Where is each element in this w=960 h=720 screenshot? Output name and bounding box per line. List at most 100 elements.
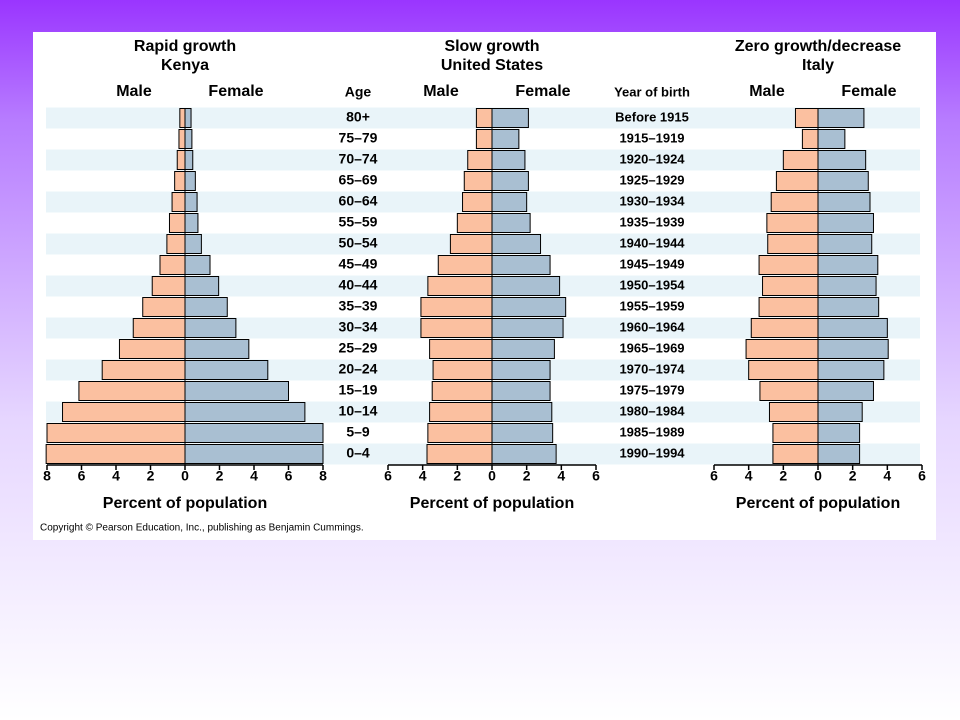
x-tick-label: 4 xyxy=(745,468,753,484)
birth-label: 1925–1929 xyxy=(619,172,684,187)
legend-label: Male xyxy=(423,83,459,100)
bar xyxy=(118,339,186,359)
legend-label: Female xyxy=(208,83,263,100)
bar xyxy=(159,255,186,275)
x-axis-label: Percent of population xyxy=(410,495,574,512)
bar xyxy=(184,255,211,275)
bar xyxy=(748,360,819,380)
bar xyxy=(817,108,865,128)
bar xyxy=(475,129,493,149)
bar xyxy=(168,213,186,233)
bar xyxy=(432,360,493,380)
bar xyxy=(45,444,186,464)
bar xyxy=(171,192,186,212)
bar xyxy=(770,192,819,212)
age-label: 60–64 xyxy=(339,193,378,209)
bar xyxy=(427,276,493,296)
age-label: 70–74 xyxy=(339,151,378,167)
birth-label: 1920–1924 xyxy=(619,151,685,166)
x-tick-label: 4 xyxy=(883,468,891,484)
bar xyxy=(745,339,819,359)
bar xyxy=(758,255,819,275)
bar xyxy=(429,402,493,422)
birth-label: Before 1915 xyxy=(615,109,689,124)
bar xyxy=(491,171,529,191)
bar xyxy=(775,171,819,191)
bar xyxy=(767,234,819,254)
chart-title: Zero growth/decrease xyxy=(735,38,901,55)
birth-label: 1985–1989 xyxy=(619,424,684,439)
x-tick-label: 0 xyxy=(488,468,496,484)
bar xyxy=(184,108,192,128)
bar xyxy=(794,108,819,128)
age-label: 45–49 xyxy=(339,256,378,272)
copyright: Copyright © Pearson Education, Inc., pub… xyxy=(40,523,364,534)
bar xyxy=(801,129,819,149)
bar xyxy=(772,423,819,443)
bar xyxy=(132,318,186,338)
bar xyxy=(817,444,861,464)
legend-label: Female xyxy=(515,83,570,100)
bar xyxy=(491,402,553,422)
birth-label: 1990–1994 xyxy=(619,445,685,460)
bar xyxy=(456,213,493,233)
bar xyxy=(817,129,846,149)
bar xyxy=(184,402,306,422)
x-tick-label: 2 xyxy=(147,468,155,484)
x-tick-label: 6 xyxy=(78,468,86,484)
x-axis-label: Percent of population xyxy=(103,495,267,512)
age-label: 35–39 xyxy=(339,298,378,314)
bar xyxy=(184,297,228,317)
bar xyxy=(462,192,493,212)
x-tick-label: 4 xyxy=(419,468,427,484)
bar xyxy=(142,297,186,317)
x-tick-label: 4 xyxy=(557,468,565,484)
age-label: Age xyxy=(345,84,372,100)
bar xyxy=(429,339,493,359)
bar xyxy=(491,339,555,359)
age-label: 20–24 xyxy=(339,361,378,377)
bar xyxy=(817,297,880,317)
chart-title: Slow growth xyxy=(444,38,539,55)
birth-label: 1935–1939 xyxy=(619,214,684,229)
age-label: 40–44 xyxy=(339,277,378,293)
birth-label: 1945–1949 xyxy=(619,256,684,271)
bar xyxy=(426,444,493,464)
legend-label: Male xyxy=(749,83,785,100)
age-label: 50–54 xyxy=(339,235,378,251)
bar xyxy=(437,255,493,275)
legend-label: Male xyxy=(116,83,152,100)
bar xyxy=(817,360,885,380)
x-tick-label: 6 xyxy=(710,468,718,484)
birth-label: 1915–1919 xyxy=(619,130,684,145)
bar xyxy=(46,423,186,443)
birth-label: 1940–1944 xyxy=(619,235,685,250)
bar xyxy=(762,276,819,296)
x-tick-label: 6 xyxy=(918,468,926,484)
bar xyxy=(491,213,531,233)
bar xyxy=(151,276,186,296)
x-tick-label: 2 xyxy=(453,468,461,484)
bar xyxy=(750,318,819,338)
bar xyxy=(184,129,193,149)
bar xyxy=(491,234,542,254)
birth-label: 1930–1934 xyxy=(619,193,685,208)
x-tick-label: 2 xyxy=(779,468,787,484)
birth-label: 1960–1964 xyxy=(619,319,685,334)
bar xyxy=(759,381,819,401)
bar xyxy=(184,339,250,359)
x-tick-label: 6 xyxy=(592,468,600,484)
bar xyxy=(420,297,493,317)
bar xyxy=(176,150,186,170)
birth-label: 1970–1974 xyxy=(619,361,685,376)
bar xyxy=(768,402,819,422)
bar xyxy=(817,213,874,233)
age-label: 25–29 xyxy=(339,340,378,356)
x-tick-label: 2 xyxy=(523,468,531,484)
chart-subtitle: Italy xyxy=(802,57,834,74)
bar xyxy=(431,381,493,401)
x-tick-label: 4 xyxy=(112,468,120,484)
bar xyxy=(463,171,493,191)
